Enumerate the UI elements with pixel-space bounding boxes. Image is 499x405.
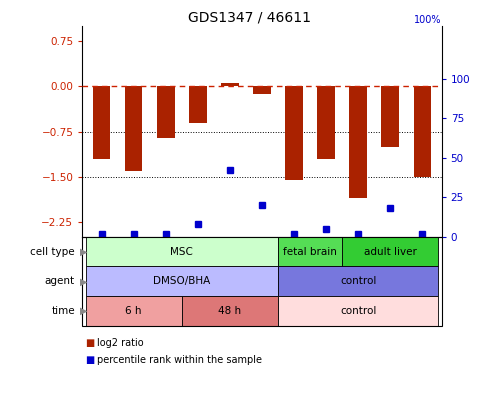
- Text: log2 ratio: log2 ratio: [97, 338, 144, 348]
- Bar: [285, 87, 303, 180]
- Bar: [93, 87, 110, 159]
- Text: agent: agent: [45, 276, 75, 286]
- Text: ■: ■: [85, 338, 94, 348]
- Bar: [221, 83, 239, 87]
- Text: ▶: ▶: [80, 276, 87, 286]
- Text: MSC: MSC: [170, 247, 193, 257]
- Bar: [317, 87, 335, 159]
- Text: ▶: ▶: [80, 306, 87, 316]
- Text: GDS1347 / 46611: GDS1347 / 46611: [188, 10, 311, 24]
- Text: control: control: [340, 276, 376, 286]
- Text: cell type: cell type: [30, 247, 75, 257]
- Bar: [253, 87, 271, 94]
- Text: percentile rank within the sample: percentile rank within the sample: [97, 355, 262, 365]
- Bar: [414, 87, 431, 177]
- Text: 100%: 100%: [414, 15, 442, 25]
- Text: DMSO/BHA: DMSO/BHA: [153, 276, 211, 286]
- Text: time: time: [51, 306, 75, 316]
- Bar: [125, 87, 143, 171]
- Text: 6 h: 6 h: [125, 306, 142, 316]
- Text: ■: ■: [85, 355, 94, 365]
- Text: ▶: ▶: [80, 247, 87, 257]
- Text: 48 h: 48 h: [219, 306, 242, 316]
- Bar: [189, 87, 207, 123]
- Text: control: control: [340, 306, 376, 316]
- Bar: [157, 87, 175, 138]
- Text: adult liver: adult liver: [364, 247, 417, 257]
- Text: fetal brain: fetal brain: [283, 247, 337, 257]
- Bar: [381, 87, 399, 147]
- Bar: [349, 87, 367, 198]
